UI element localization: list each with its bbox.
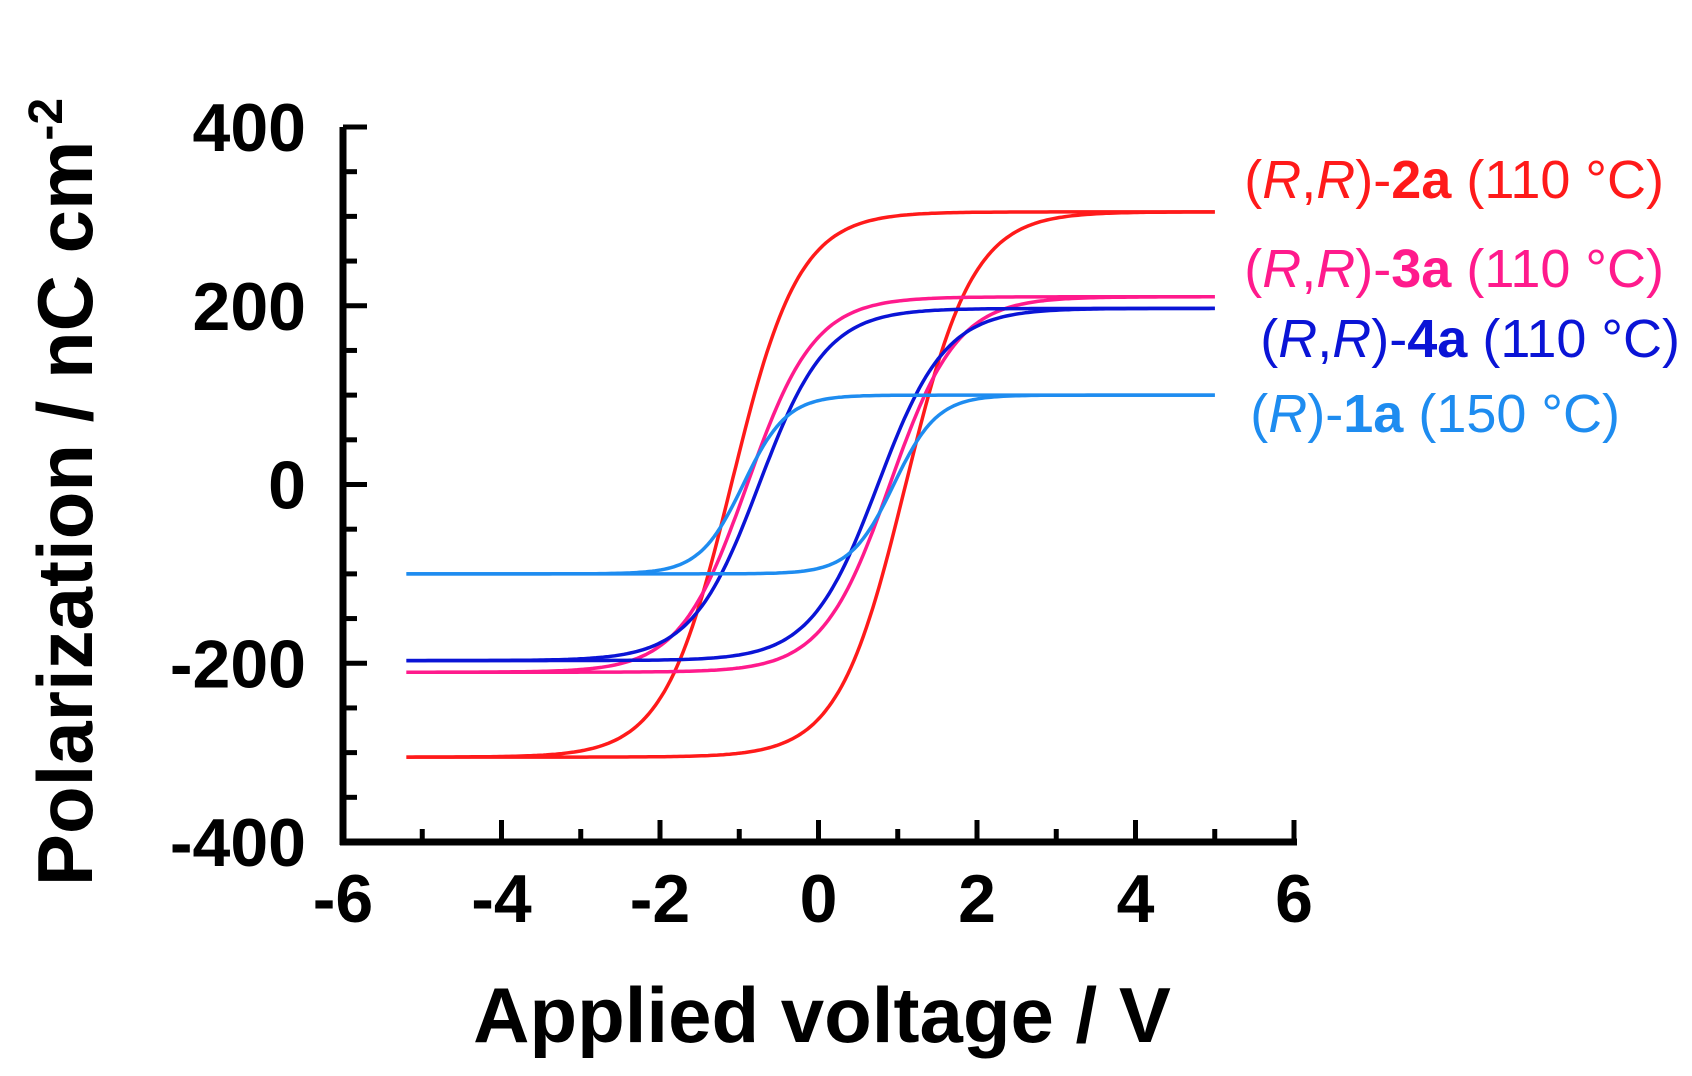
- x-tick-label: -6: [313, 861, 373, 937]
- series-label-part: ,: [1301, 150, 1316, 210]
- x-tick-label: 2: [958, 861, 996, 937]
- series-label-part: 4a: [1407, 309, 1468, 369]
- x-axis-title: Applied voltage / V: [473, 971, 1171, 1059]
- y-axis-title: Polarization / nC cm-2: [20, 98, 109, 886]
- x-tick-label: 0: [800, 861, 838, 937]
- y-tick-label: -400: [170, 805, 306, 881]
- series-upper-branch: [406, 295, 1215, 674]
- series-lower-branch: [406, 393, 1215, 576]
- axes: [339, 127, 1297, 846]
- series-curves: [406, 210, 1215, 759]
- y-tick-label: 200: [193, 269, 306, 345]
- y-tick-label: -200: [170, 626, 306, 702]
- series-2a: [406, 210, 1215, 759]
- series-lower-branch: [406, 295, 1215, 674]
- legend: (R,R)-2a (110 °C)(R,R)-3a (110 °C)(R,R)-…: [1244, 150, 1680, 444]
- series-upper-branch: [406, 210, 1215, 759]
- series-label-part: R: [1268, 384, 1307, 444]
- series-3a: [406, 295, 1215, 674]
- y-axis-title-main: Polarization / nC cm: [21, 141, 109, 886]
- series-label-part: R: [1332, 309, 1371, 369]
- x-tick-label: -4: [471, 861, 532, 937]
- tick-marks: [340, 124, 1297, 845]
- series-label-part: )-: [1355, 239, 1391, 299]
- series-lower-branch: [406, 306, 1215, 663]
- series-lower-branch: [406, 210, 1215, 759]
- series-label-part: R: [1316, 239, 1355, 299]
- series-label-part: )-: [1307, 384, 1343, 444]
- series-label-part: (: [1250, 384, 1268, 444]
- series-label-part: 2a: [1391, 150, 1452, 210]
- series-4a: [406, 306, 1215, 663]
- series-1a: [406, 393, 1215, 576]
- series-label: (R,R)-4a (110 °C): [1260, 309, 1680, 369]
- series-label-part: 1a: [1343, 384, 1404, 444]
- tick-labels: -6 -4 -2 0 2 4 6 400 200 0 -200 -400: [170, 90, 1313, 937]
- series-label-part: (110 °C): [1451, 150, 1664, 210]
- y-axis-title-superscript: -2: [20, 98, 73, 141]
- series-label-part: R: [1316, 150, 1355, 210]
- series-label-part: ,: [1317, 309, 1332, 369]
- series-label-part: 3a: [1391, 239, 1452, 299]
- x-tick-label: 6: [1275, 861, 1313, 937]
- series-label-part: R: [1262, 239, 1301, 299]
- y-tick-label: 0: [268, 448, 306, 524]
- y-tick-label: 400: [193, 90, 306, 166]
- series-label-part: (: [1244, 150, 1262, 210]
- series-label-part: )-: [1355, 150, 1391, 210]
- series-label: (R)-1a (150 °C): [1250, 384, 1620, 444]
- series-label: (R,R)-3a (110 °C): [1244, 239, 1664, 299]
- x-tick-label: -2: [630, 861, 690, 937]
- series-label-part: (110 °C): [1451, 239, 1664, 299]
- x-tick-label: 4: [1117, 861, 1155, 937]
- series-label-part: (: [1260, 309, 1278, 369]
- series-label-part: R: [1262, 150, 1301, 210]
- series-label-part: (150 °C): [1403, 384, 1620, 444]
- series-label-part: R: [1278, 309, 1317, 369]
- series-upper-branch: [406, 393, 1215, 576]
- series-label-part: (110 °C): [1467, 309, 1680, 369]
- series-label-part: (: [1244, 239, 1262, 299]
- series-label-part: )-: [1371, 309, 1407, 369]
- series-label: (R,R)-2a (110 °C): [1244, 150, 1664, 210]
- series-upper-branch: [406, 306, 1215, 663]
- series-label-part: ,: [1301, 239, 1316, 299]
